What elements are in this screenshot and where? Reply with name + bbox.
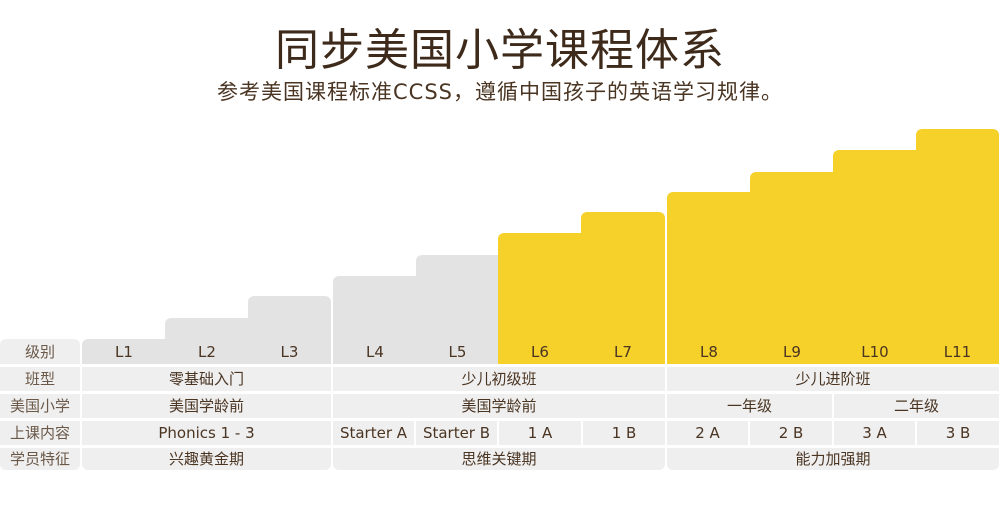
row-label-us-grade: 美国小学 (9, 397, 70, 415)
level-label: L7 (614, 343, 632, 361)
traits-cell: 思维关键期 (333, 448, 665, 470)
bar-l9 (750, 172, 834, 364)
bar-l11 (916, 129, 999, 364)
level-label: L6 (531, 343, 549, 361)
row-label-class-type: 班型 (24, 370, 55, 388)
us-grade-cell: 美国学龄前 (82, 394, 331, 418)
page-subtitle: 参考美国课程标准CCSS，遵循中国孩子的英语学习规律。 (217, 80, 783, 104)
bar-l3 (248, 296, 331, 364)
level-label: L3 (280, 343, 299, 361)
level-label: L5 (448, 343, 467, 361)
row-label-level: 级别 (24, 343, 55, 361)
bar-l2 (165, 318, 249, 364)
content-cell: 1 A (499, 421, 581, 445)
bar-l7 (581, 212, 665, 364)
traits-cell: 兴趣黄金期 (82, 448, 331, 470)
content-cell: 3 A (834, 421, 915, 445)
level-label: L9 (783, 343, 801, 361)
level-label: L4 (366, 343, 384, 361)
row-label-column (0, 339, 80, 470)
bar-l8 (667, 192, 751, 364)
level-label: L8 (700, 343, 718, 361)
us-grade-cell: 一年级 (667, 394, 832, 418)
class-type-cell: 少儿初级班 (333, 367, 665, 391)
level-label: L10 (861, 343, 889, 361)
content-cell: Starter B (416, 421, 497, 445)
row-label-content: 上课内容 (9, 424, 70, 442)
content-cell: Starter A (333, 421, 414, 445)
content-cell: Phonics 1 - 3 (82, 421, 331, 445)
content-cell: 1 B (583, 421, 665, 445)
content-cell: 2 A (667, 421, 748, 445)
bar-l5 (416, 255, 499, 364)
content-cell: 3 B (917, 421, 999, 445)
bar-l1 (82, 339, 166, 364)
us-grade-cell: 二年级 (834, 394, 999, 418)
level-label: L11 (943, 343, 972, 361)
bar-l10 (833, 150, 917, 364)
class-type-cell: 零基础入门 (82, 367, 331, 391)
row-label-traits: 学员特征 (9, 450, 70, 468)
level-label: L1 (115, 343, 133, 361)
level-label: L2 (198, 343, 216, 361)
traits-cell: 能力加强期 (667, 448, 999, 470)
page-title: 同步美国小学课程体系 (275, 25, 725, 76)
bar-l4 (333, 276, 417, 364)
content-cell: 2 B (750, 421, 832, 445)
us-grade-cell: 美国学龄前 (333, 394, 665, 418)
bar-l6 (498, 233, 582, 364)
class-type-cell: 少儿进阶班 (667, 367, 999, 391)
